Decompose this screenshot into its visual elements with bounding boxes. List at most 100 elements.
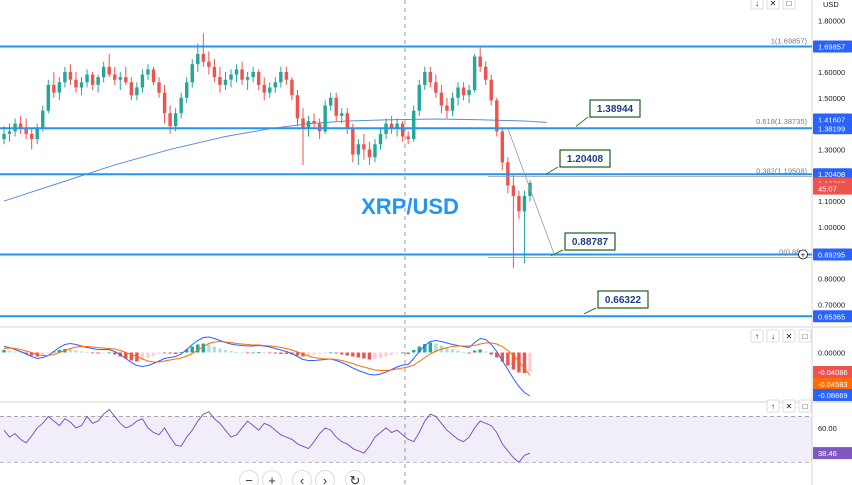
zoom-in-button[interactable]: + bbox=[262, 470, 282, 485]
macd-histogram-bar bbox=[168, 352, 172, 354]
candle bbox=[157, 77, 161, 98]
macd-histogram-bar bbox=[190, 346, 194, 353]
candle bbox=[168, 105, 172, 134]
candle-body bbox=[378, 133, 383, 145]
candle-body bbox=[417, 84, 421, 111]
macd-value-badge-bg bbox=[813, 366, 852, 378]
candle bbox=[306, 115, 311, 137]
move-pane-up-button-bg bbox=[750, 329, 764, 343]
candle-body bbox=[140, 74, 145, 88]
candle bbox=[423, 66, 427, 91]
scroll-right-button[interactable]: › bbox=[315, 470, 335, 485]
candle-body bbox=[262, 84, 266, 93]
candle-body bbox=[157, 82, 161, 93]
candle bbox=[245, 71, 250, 91]
candle-body bbox=[439, 92, 444, 106]
close-pane-button-bg bbox=[766, 0, 780, 10]
candle-body bbox=[367, 149, 372, 158]
move-pane-up-button[interactable]: ↑ bbox=[766, 399, 780, 413]
move-pane-up-button[interactable]: ↑ bbox=[750, 329, 764, 343]
price-badge: 0.89295 bbox=[813, 248, 852, 261]
close-pane-button[interactable]: ✕ bbox=[766, 0, 780, 10]
macd-histogram-bar bbox=[400, 352, 405, 354]
candle-body bbox=[124, 77, 128, 83]
candle bbox=[400, 121, 405, 142]
candle-body bbox=[478, 56, 482, 67]
price-badge-bg bbox=[813, 248, 852, 261]
reset-chart-button[interactable]: ↻ bbox=[345, 470, 365, 485]
macd-histogram-bar bbox=[85, 352, 89, 353]
candle bbox=[439, 84, 444, 114]
callout-pointer bbox=[545, 166, 559, 175]
candle bbox=[406, 131, 410, 145]
price-badge: 0.65365 bbox=[813, 310, 852, 323]
move-pane-up-button-bg bbox=[766, 399, 780, 413]
price-badge-label: 45:07 bbox=[818, 185, 837, 194]
maximize-pane-button[interactable]: □ bbox=[798, 329, 812, 343]
macd-histogram-bar bbox=[96, 352, 100, 354]
maximize-pane-button-bg bbox=[782, 0, 796, 10]
price-badge-label: 1.69857 bbox=[818, 43, 845, 52]
macd-histogram-bar bbox=[412, 350, 416, 353]
macd-histogram-bar bbox=[456, 350, 460, 353]
macd-histogram-bar bbox=[345, 352, 350, 356]
rsi-value-label: 38.46 bbox=[818, 449, 837, 458]
candle bbox=[35, 123, 39, 145]
macd-value-badge: -0.04086 bbox=[813, 366, 852, 378]
macd-histogram-bar bbox=[41, 352, 45, 356]
price-badge-bg bbox=[813, 182, 852, 195]
move-pane-down-button[interactable]: ↓ bbox=[750, 0, 764, 10]
maximize-pane-button-icon: □ bbox=[803, 332, 808, 341]
fib-label: 0.382(1.19508) bbox=[756, 167, 807, 176]
candle bbox=[151, 66, 156, 85]
candle-body bbox=[234, 69, 239, 75]
candle bbox=[190, 59, 194, 88]
move-pane-down-button[interactable]: ↓ bbox=[766, 329, 780, 343]
candle bbox=[489, 74, 493, 106]
candle bbox=[7, 123, 12, 142]
candle bbox=[162, 84, 167, 124]
candle-body bbox=[268, 87, 272, 93]
candle bbox=[212, 59, 217, 83]
candle-body bbox=[223, 79, 228, 85]
candle bbox=[223, 71, 228, 91]
close-pane-button[interactable]: ✕ bbox=[782, 329, 796, 343]
candle-body bbox=[400, 123, 405, 137]
candle bbox=[240, 61, 244, 85]
price-tick-label: 1.80000 bbox=[818, 16, 845, 25]
candle bbox=[68, 64, 73, 85]
candle-body bbox=[284, 71, 289, 80]
scroll-left-button[interactable]: ‹ bbox=[292, 470, 312, 485]
candle bbox=[356, 139, 361, 165]
macd-histogram-bar bbox=[240, 352, 244, 354]
candle-body bbox=[118, 77, 122, 80]
macd-histogram-bar bbox=[528, 352, 532, 373]
candle bbox=[268, 82, 272, 98]
price-tick-label: 1.50000 bbox=[818, 94, 845, 103]
macd-histogram-bar bbox=[384, 352, 388, 357]
macd-histogram-bar bbox=[351, 352, 355, 357]
macd-histogram-bar bbox=[207, 344, 211, 353]
zoom-out-button[interactable]: − bbox=[239, 470, 259, 485]
candle-body bbox=[334, 97, 338, 116]
candle-body bbox=[500, 131, 505, 163]
macd-histogram-bar bbox=[395, 352, 399, 354]
candle bbox=[229, 69, 233, 88]
macd-zero-label: 0.00000 bbox=[818, 349, 845, 358]
macd-histogram-bar bbox=[245, 352, 250, 354]
macd-histogram-bar bbox=[268, 352, 272, 354]
macd-histogram-bar bbox=[356, 352, 361, 358]
maximize-pane-button[interactable]: □ bbox=[782, 0, 796, 10]
macd-histogram-bar bbox=[229, 351, 233, 353]
candle bbox=[107, 53, 111, 78]
maximize-pane-button[interactable]: □ bbox=[798, 399, 812, 413]
candle bbox=[273, 77, 278, 93]
candle-body bbox=[245, 77, 250, 80]
price-callout: 0.66322 bbox=[583, 290, 649, 315]
close-pane-button[interactable]: ✕ bbox=[782, 399, 796, 413]
macd-histogram-bar bbox=[328, 352, 333, 354]
candle bbox=[373, 139, 377, 163]
macd-histogram-bar bbox=[312, 352, 316, 355]
macd-histogram-bar bbox=[46, 352, 51, 354]
